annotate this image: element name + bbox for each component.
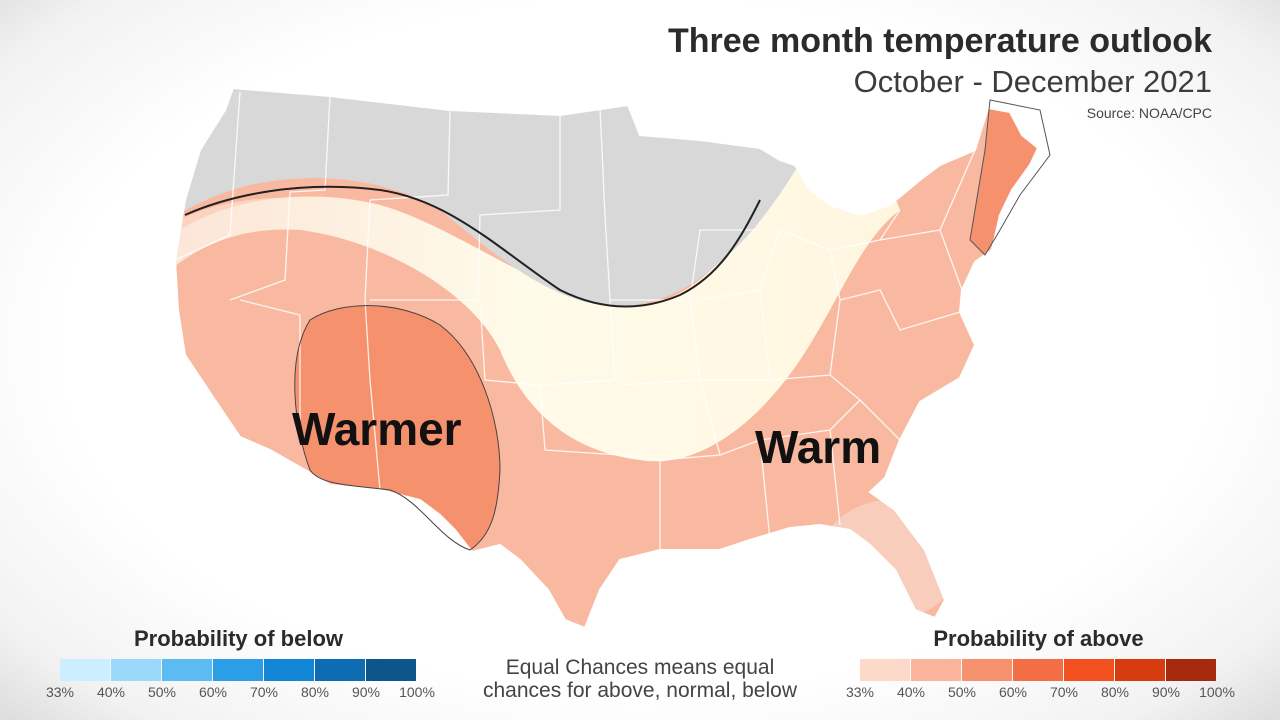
- legend-above-title: Probability of above: [933, 626, 1144, 651]
- warmer-label: Warmer: [292, 403, 462, 455]
- equal-chances-zone: [175, 156, 900, 462]
- legend-below-tick: 33%: [45, 684, 75, 700]
- legend-below-tick: 90%: [351, 684, 381, 700]
- legend-below-ticks: 33% 40% 50% 60% 70% 80% 90% 100%: [46, 684, 435, 702]
- legend-below-swatch: [366, 659, 416, 681]
- legend-above-swatch: [860, 659, 910, 681]
- legend-above-swatch: [1115, 659, 1165, 681]
- legend-above-tick: 50%: [947, 684, 977, 700]
- legend-above-tick: 40%: [896, 684, 926, 700]
- equal-chances-note-line1: Equal Chances means equal: [505, 656, 775, 679]
- legend-below-swatches: [60, 659, 417, 681]
- legend-above-tick: 80%: [1100, 684, 1130, 700]
- legend-above-swatch: [1166, 659, 1216, 681]
- legend-below-swatch: [60, 659, 110, 681]
- legend-below-swatch: [213, 659, 263, 681]
- legend-below-tick: 60%: [198, 684, 228, 700]
- legend-above-swatch: [962, 659, 1012, 681]
- legend-below-tick: 100%: [399, 684, 435, 700]
- legend-above-swatch: [911, 659, 961, 681]
- equal-chances-note-line2: chances for above, normal, below: [482, 679, 797, 702]
- legend-below-tick: 50%: [147, 684, 177, 700]
- legend-above-tick: 70%: [1049, 684, 1079, 700]
- legend-below: Probability of below 33% 40% 50% 60% 70% 80% 9…: [46, 626, 435, 702]
- legend-above: Probability of above 33% 40% 50% 60% 70% 80% 9…: [846, 626, 1235, 702]
- florida-light-zone: [820, 500, 960, 620]
- legend-below-title: Probability of below: [133, 626, 343, 651]
- legend-above-tick: 90%: [1151, 684, 1181, 700]
- legend-above-swatch: [1064, 659, 1114, 681]
- below-normal-contour: [184, 185, 761, 308]
- legend-above-tick: 33%: [845, 684, 875, 700]
- legend-below-swatch: [162, 659, 212, 681]
- legend-below-tick: 70%: [249, 684, 279, 700]
- map-subtitle: October - December 2021: [853, 64, 1212, 99]
- legend-above-swatches: [860, 659, 1217, 681]
- legend-above-swatch: [1013, 659, 1063, 681]
- legend-below-tick: 40%: [96, 684, 126, 700]
- above-50-zone: [294, 305, 500, 550]
- source-credit: Source: NOAA/CPC: [1086, 105, 1212, 121]
- legend-above-tick: 100%: [1199, 684, 1235, 700]
- legend-below-swatch: [315, 659, 365, 681]
- equal-chances-note: Equal Chances means equal chances for ab…: [440, 656, 840, 702]
- map-title: Three month temperature outlook: [667, 22, 1212, 60]
- warm-label: Warm: [755, 421, 882, 473]
- legend-above-tick: 60%: [998, 684, 1028, 700]
- new-england-contour: [969, 99, 1051, 256]
- new-england-50-zone: [970, 100, 1038, 255]
- warmer-contour: [294, 305, 501, 551]
- legend-above-ticks: 33% 40% 50% 60% 70% 80% 90% 100%: [846, 684, 1235, 702]
- legend-below-swatch: [264, 659, 314, 681]
- state-borders: [175, 91, 976, 550]
- legend-below-swatch: [111, 659, 161, 681]
- legend-below-tick: 80%: [300, 684, 330, 700]
